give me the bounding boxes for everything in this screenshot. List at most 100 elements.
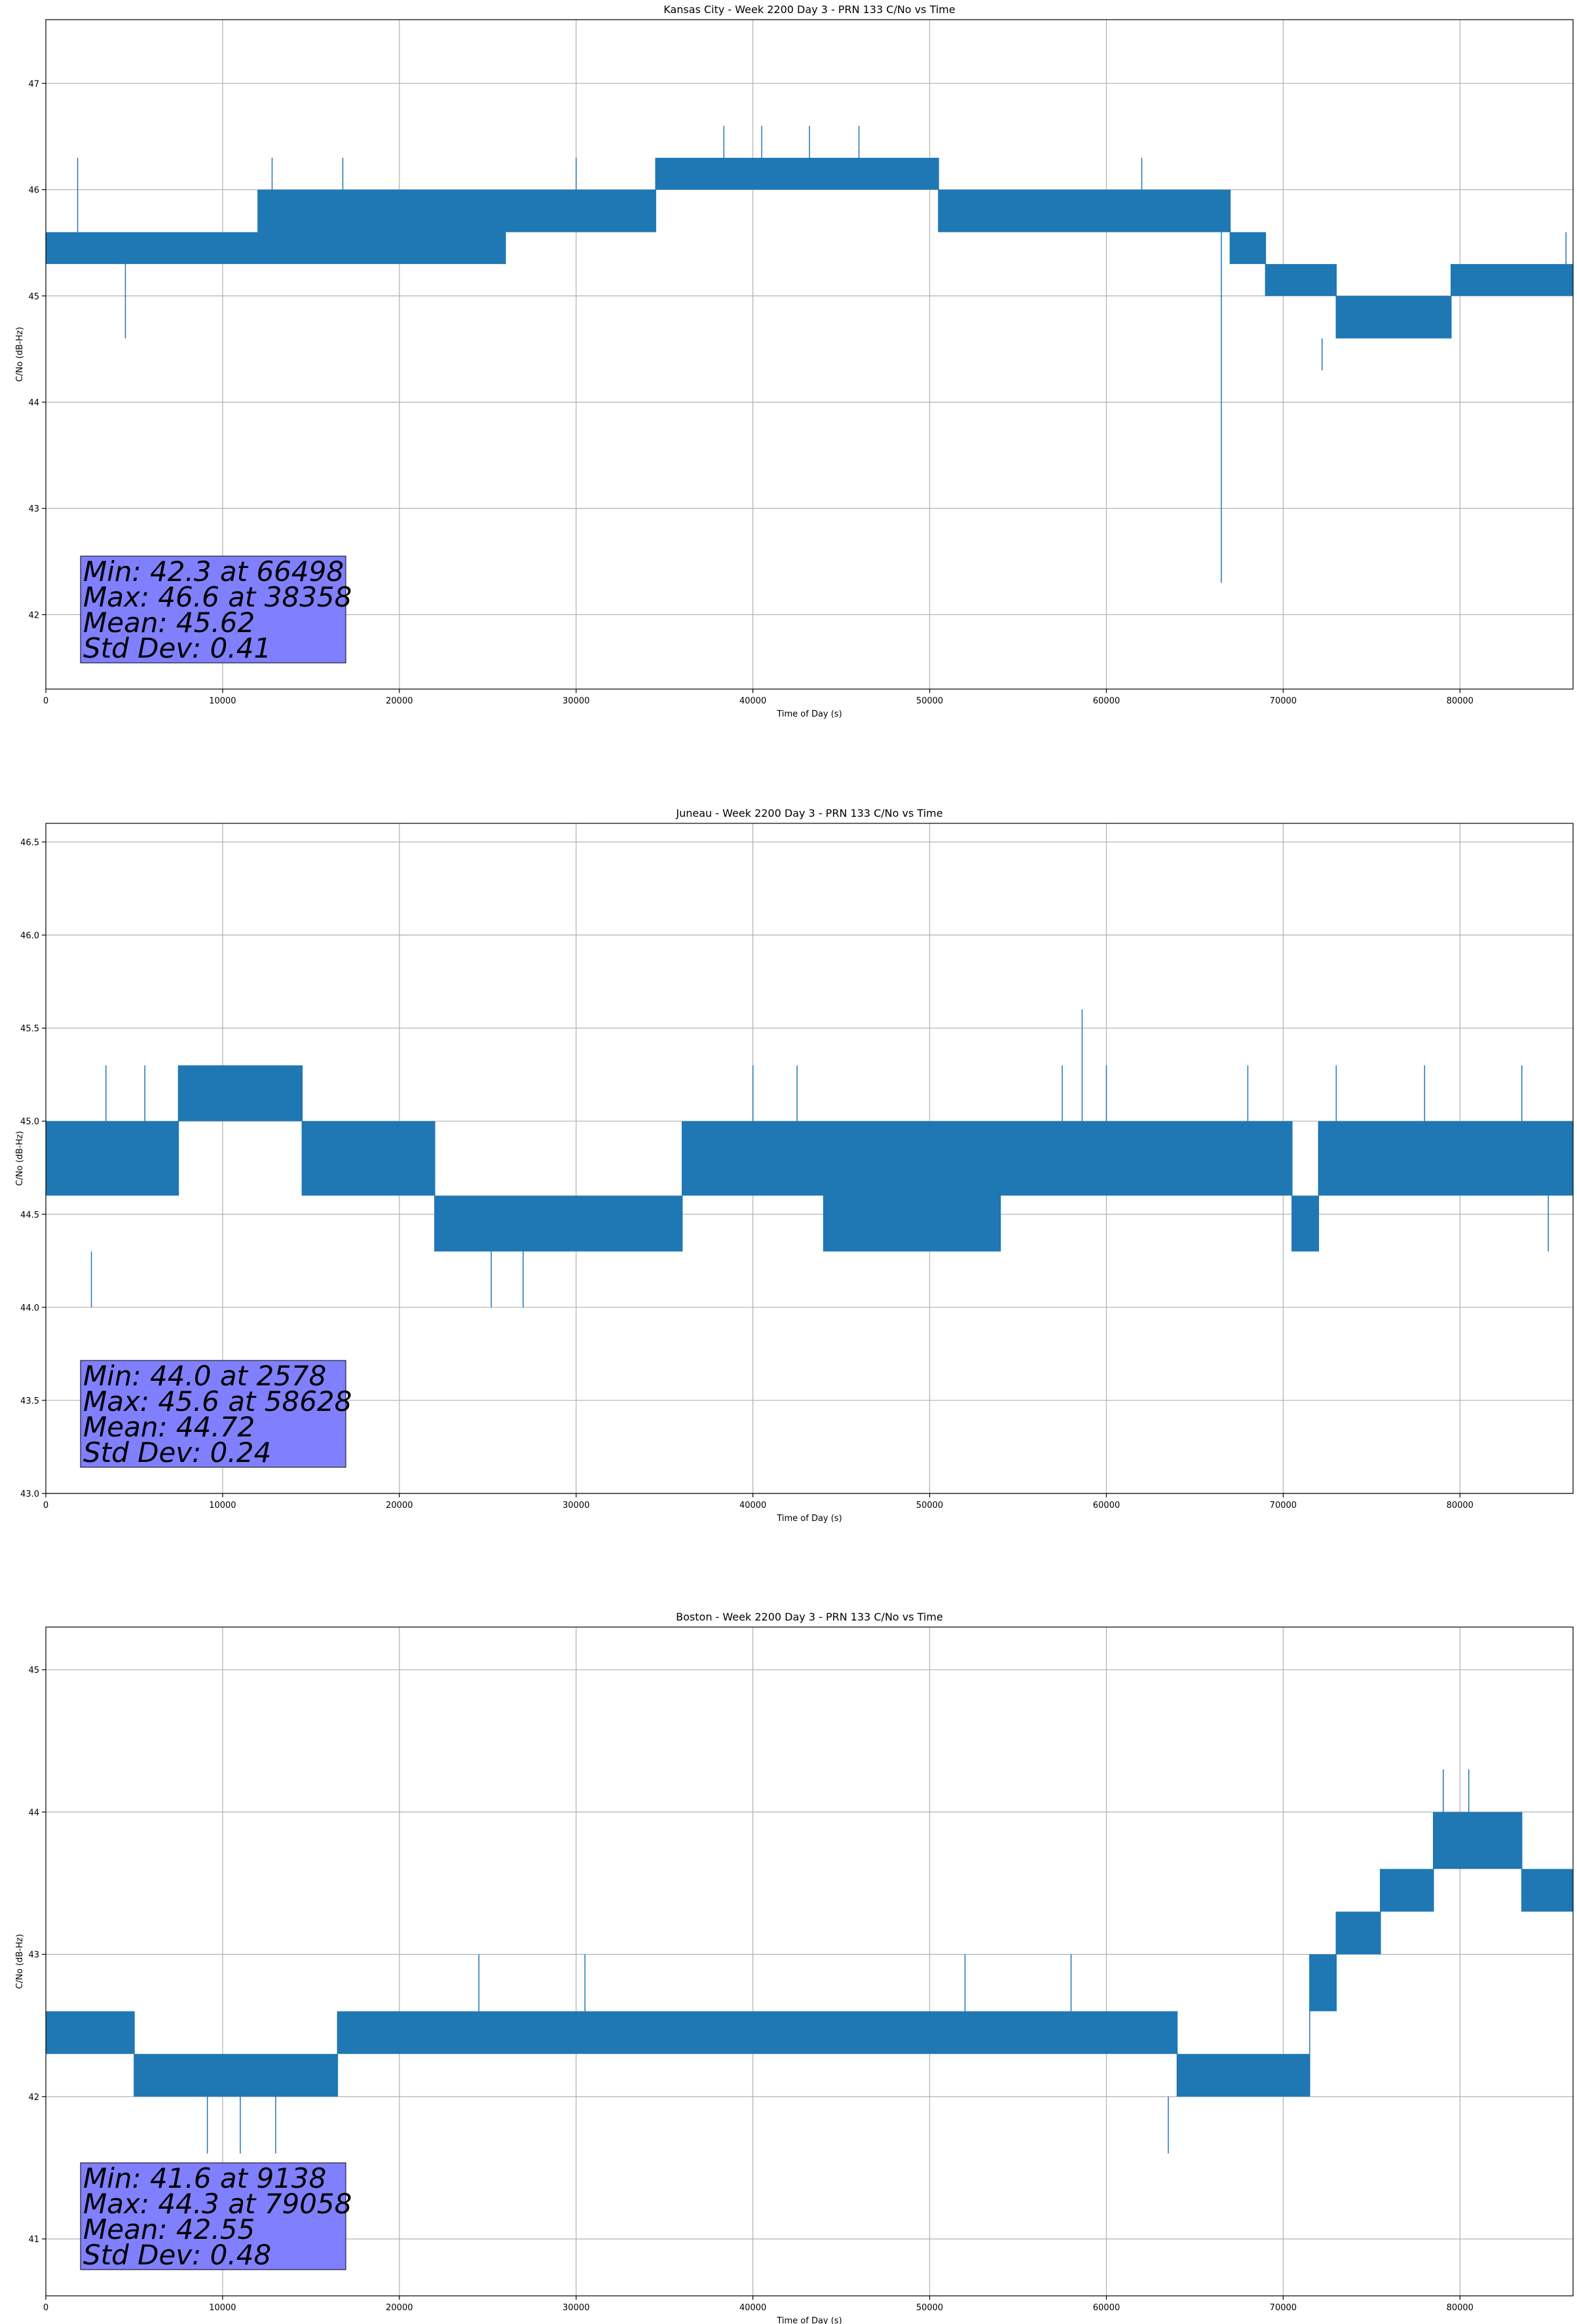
chart3-ytick-label-4: 45 [28, 1666, 39, 1676]
chart2-data-band-5 [823, 1121, 1001, 1252]
chart2-xtick-label-0: 0 [43, 1501, 48, 1510]
chart2-axes-frame [45, 823, 1574, 1494]
chart1-data-band-7 [1265, 264, 1337, 296]
chart2-stats-std: Std Dev: 0.24 [83, 1436, 271, 1469]
chart1-stats-min: Min: 42.3 at 66498 [83, 555, 344, 588]
chart3-data-band-3 [1177, 2053, 1310, 2097]
chart3-y-axis-label: C/No (dB-Hz) [15, 1934, 25, 1989]
chart2-ytick-label-1: 43.5 [20, 1396, 39, 1406]
chart1-xtick-label-5: 50000 [916, 696, 943, 706]
chart3-data-band-7 [1433, 1812, 1522, 1869]
chart1-xtick-label-4: 40000 [739, 696, 766, 706]
chart3-ytick-label-0: 41 [28, 2235, 39, 2245]
chart2-stats-max: Max: 45.6 at 58628 [83, 1385, 352, 1417]
chart3-stats-std: Std Dev: 0.48 [83, 2239, 271, 2271]
chart2-xtick-label-3: 30000 [563, 1501, 589, 1510]
chart3-data-band-4 [1309, 1954, 1337, 2012]
chart2-data-band-1 [178, 1065, 303, 1121]
chart2-xtick-label-7: 70000 [1270, 1501, 1297, 1510]
chart1-data-band-1 [257, 189, 506, 265]
chart3-data-band-8 [1521, 1869, 1573, 1912]
chart2-xtick-label-6: 60000 [1093, 1501, 1120, 1510]
chart2-ytick-label-5: 45.5 [20, 1024, 39, 1034]
chart3-data-band-1 [134, 2053, 338, 2097]
chart1-ytick-label-5: 47 [28, 79, 39, 89]
chart3-x-axis-label: Time of Day (s) [776, 2316, 842, 2324]
chart1-data-band-2 [505, 189, 656, 233]
chart2-ytick-label-6: 46.0 [20, 931, 39, 941]
chart3-data-band-5 [1336, 1911, 1381, 1955]
chart2-data-band-3 [434, 1195, 682, 1252]
chart1-xtick-label-3: 30000 [563, 696, 589, 706]
chart2-x-axis-label: Time of Day (s) [776, 1514, 842, 1524]
chart3-ytick-label-2: 43 [28, 1951, 39, 1960]
chart2-y-axis-label: C/No (dB-Hz) [15, 1131, 25, 1186]
chart3-stats-mean: Mean: 42.55 [83, 2213, 255, 2245]
chart1-stats-std: Std Dev: 0.41 [83, 632, 271, 664]
chart3-title: Boston - Week 2200 Day 3 - PRN 133 C/No … [676, 1611, 943, 1623]
chart1-xtick-label-6: 60000 [1093, 696, 1120, 706]
chart2-xtick-label-4: 40000 [739, 1501, 766, 1510]
chart3-ytick-label-1: 42 [28, 2093, 39, 2103]
chart3-ytick-label-3: 44 [28, 1808, 39, 1818]
chart3-stats-box [80, 2162, 346, 2270]
chart1-axes-frame [45, 19, 1574, 690]
chart1-xtick-label-2: 20000 [386, 696, 413, 706]
chart3-xtick-label-6: 60000 [1093, 2303, 1120, 2313]
chart1-x-axis-label: Time of Day (s) [776, 709, 842, 719]
chart3-xtick-label-8: 80000 [1447, 2303, 1474, 2313]
chart2-ytick-label-0: 43.0 [20, 1490, 39, 1499]
chart1-stats-mean: Mean: 45.62 [83, 607, 255, 639]
chart2-data-band-2 [302, 1121, 435, 1196]
chart1-ytick-label-2: 44 [28, 398, 39, 408]
chart2-stats-min: Min: 44.0 at 2578 [83, 1360, 326, 1392]
chart2-xtick-label-1: 10000 [209, 1501, 236, 1510]
chart3-xtick-label-0: 0 [43, 2303, 48, 2313]
chart3-xtick-label-7: 70000 [1270, 2303, 1297, 2313]
chart2-ytick-label-4: 45.0 [20, 1117, 39, 1127]
chart1-data-band-9 [1451, 264, 1573, 296]
chart1-stats-max: Max: 46.6 at 38358 [83, 581, 352, 613]
chart1-data-band-3 [656, 157, 939, 190]
chart3-data-band-2 [337, 2011, 1178, 2054]
chart2-xtick-label-8: 80000 [1447, 1501, 1474, 1510]
chart2-stats-mean: Mean: 44.72 [83, 1411, 255, 1443]
chart1-data-band-4 [938, 189, 1045, 233]
chart2-xtick-label-5: 50000 [916, 1501, 943, 1510]
chart3-xtick-label-5: 50000 [916, 2303, 943, 2313]
chart1-stats-box [80, 555, 346, 664]
chart1-data-band-0 [46, 232, 258, 265]
chart3-xtick-label-4: 40000 [739, 2303, 766, 2313]
chart3-data-band-0 [46, 2011, 134, 2054]
chart1-xtick-label-7: 70000 [1270, 696, 1297, 706]
chart2-ytick-label-7: 46.5 [20, 838, 39, 848]
chart3-xtick-label-2: 20000 [386, 2303, 413, 2313]
chart2-data-band-8 [1318, 1121, 1573, 1196]
chart2-data-band-6 [1000, 1121, 1292, 1196]
chart2-ytick-label-2: 44.0 [20, 1303, 39, 1313]
chart2-data-band-0 [46, 1121, 179, 1196]
chart2-xtick-label-2: 20000 [386, 1501, 413, 1510]
chart1-xtick-label-8: 80000 [1447, 696, 1474, 706]
chart1-ytick-label-0: 42 [28, 610, 39, 620]
chart2-data-band-7 [1291, 1195, 1319, 1252]
chart3-stats-min: Min: 41.6 at 9138 [83, 2162, 326, 2194]
chart3-axes-frame [45, 1626, 1574, 2296]
chart2-title: Juneau - Week 2200 Day 3 - PRN 133 C/No … [675, 807, 942, 819]
chart1-y-axis-label: C/No (dB-Hz) [15, 327, 25, 382]
chart1-xtick-label-1: 10000 [209, 696, 236, 706]
chart3-data-band-6 [1380, 1869, 1434, 1912]
chart1-data-band-8 [1336, 295, 1451, 339]
chart1-data-band-6 [1230, 232, 1266, 265]
chart3-stats-max: Max: 44.3 at 79058 [83, 2188, 352, 2220]
chart1-title: Kansas City - Week 2200 Day 3 - PRN 133 … [663, 3, 955, 16]
chart1-ytick-label-1: 43 [28, 504, 39, 514]
chart3-xtick-label-1: 10000 [209, 2303, 236, 2313]
chart1-xtick-label-0: 0 [43, 696, 48, 706]
chart1-data-band-5 [1044, 189, 1231, 233]
chart2-ytick-label-3: 44.5 [20, 1210, 39, 1220]
chart1-ytick-label-4: 46 [28, 186, 39, 196]
chart2-stats-box [80, 1360, 346, 1468]
